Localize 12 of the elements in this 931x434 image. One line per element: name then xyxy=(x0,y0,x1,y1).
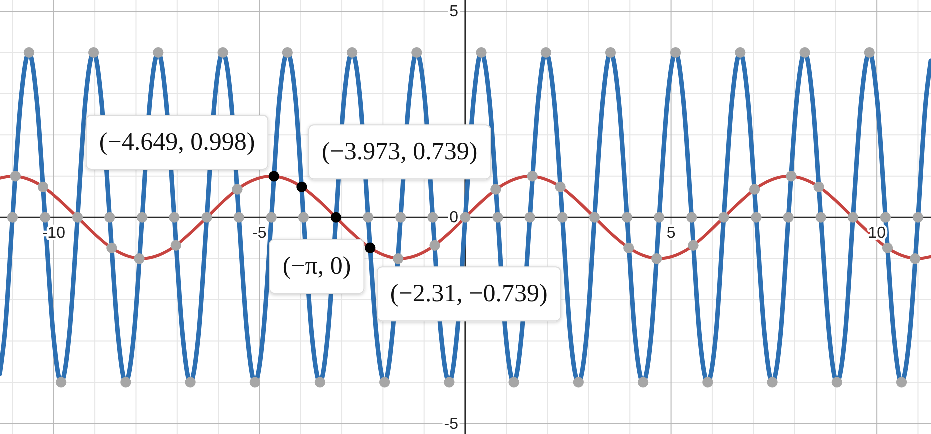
point xyxy=(268,171,280,182)
x-tick-label: 5 xyxy=(666,224,676,242)
data-label: (−4.649, 0.998) xyxy=(99,128,256,156)
point xyxy=(365,242,376,254)
point xyxy=(330,212,342,223)
y-tick-label: -5 xyxy=(444,416,459,433)
data-label: (−π, 0) xyxy=(282,253,352,280)
data-label: (−2.31, −0.739) xyxy=(390,280,548,308)
x-tick-label: -5 xyxy=(252,224,267,242)
y-tick-label: 5 xyxy=(450,4,459,21)
point xyxy=(296,182,308,192)
data-label: (−3.973, 0.739) xyxy=(322,138,478,166)
